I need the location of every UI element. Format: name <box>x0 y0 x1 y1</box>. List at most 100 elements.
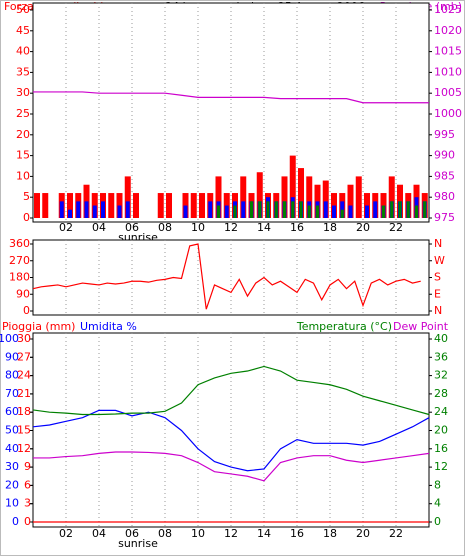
x-tick-label: 06 <box>125 527 139 540</box>
bar <box>382 205 385 218</box>
legend-label: Dew Point <box>393 320 449 333</box>
bar <box>322 180 329 218</box>
y-tick-label: 975 <box>434 211 455 224</box>
y-tick-label: E <box>434 287 441 300</box>
bar <box>241 201 246 218</box>
x-tick-label: 18 <box>323 527 337 540</box>
bar <box>332 205 336 218</box>
bar <box>256 172 263 218</box>
y-tick-label: W <box>434 254 445 267</box>
bar <box>323 201 328 218</box>
bar <box>423 201 427 218</box>
bar <box>281 176 288 218</box>
bar <box>299 201 303 218</box>
x-tick-label: 02 <box>59 221 73 234</box>
y-tick-label: 36 <box>434 350 448 363</box>
plot-area <box>32 239 430 316</box>
bar <box>388 176 395 218</box>
y-tick-label: 20 <box>434 424 448 437</box>
y-tick-label: 1005 <box>434 86 462 99</box>
y-tick-label: 30 <box>16 86 30 99</box>
y-tick-label: 9 <box>24 460 31 473</box>
x-tick-label: 14 <box>257 527 271 540</box>
y-tick-label: 21 <box>17 387 31 400</box>
bar <box>68 209 72 218</box>
y-tick-label: 60 <box>5 405 19 418</box>
y-tick-label: 24 <box>17 369 31 382</box>
y-tick-label: 100 <box>0 332 19 345</box>
bar <box>307 205 311 218</box>
line <box>33 91 429 104</box>
bar <box>306 176 313 218</box>
bar <box>364 193 370 218</box>
bar <box>347 184 354 218</box>
bar <box>289 155 296 218</box>
y-tick-label: 1015 <box>434 45 462 58</box>
line <box>32 243 421 310</box>
x-tick-label: 16 <box>290 527 304 540</box>
x-tick-label: 08 <box>158 221 172 234</box>
bar <box>250 201 253 218</box>
y-tick-label: 20 <box>16 128 30 141</box>
y-tick-label: S <box>434 271 441 284</box>
y-tick-label: 0 <box>12 515 19 528</box>
y-tick-label: 70 <box>5 387 19 400</box>
bar <box>59 201 64 218</box>
bar <box>331 193 337 218</box>
y-tick-label: 35 <box>16 65 30 78</box>
bar <box>217 205 220 218</box>
x-tick-label: 18 <box>323 221 337 234</box>
y-tick-label: 25 <box>16 107 30 120</box>
line <box>32 409 430 472</box>
bar <box>208 201 213 218</box>
line <box>33 451 430 482</box>
bar <box>42 193 49 218</box>
y-tick-label: 360 <box>9 237 30 250</box>
y-axis-label: Pioggia (mm) <box>2 320 75 333</box>
bar <box>316 205 319 218</box>
bar <box>76 201 81 218</box>
y-tick-label: 3 <box>24 497 31 510</box>
y-tick-label: 18 <box>17 405 31 418</box>
x-tick-label: 06 <box>125 221 139 234</box>
y-tick-label: 1010 <box>434 65 462 78</box>
bar <box>125 201 130 218</box>
y-tick-label: 40 <box>434 332 448 345</box>
y-tick-label: 32 <box>434 369 448 382</box>
y-tick-label: 24 <box>434 405 448 418</box>
y-tick-label: 5 <box>23 190 30 203</box>
y-tick-label: 6 <box>24 478 31 491</box>
y-tick-label: 15 <box>16 149 30 162</box>
y-tick-label: 10 <box>16 169 30 182</box>
y-tick-label: N <box>434 237 442 250</box>
bar <box>67 193 73 218</box>
bar <box>183 205 188 218</box>
bar <box>199 193 205 218</box>
x-tick-label: 16 <box>290 221 304 234</box>
y-tick-label: 0 <box>23 304 30 317</box>
y-tick-label: 15 <box>17 424 31 437</box>
y-tick-label: 1020 <box>434 24 462 37</box>
bar <box>91 193 98 218</box>
y-tick-label: 270 <box>9 254 30 267</box>
bar <box>92 205 97 218</box>
bar <box>190 193 197 218</box>
y-tick-label: 40 <box>5 442 19 455</box>
bar <box>166 193 172 218</box>
y-tick-label: 990 <box>434 149 455 162</box>
bar <box>298 168 304 218</box>
x-tick-label: 02 <box>59 527 73 540</box>
y-tick-label: 0 <box>24 515 31 528</box>
y-tick-label: 12 <box>17 442 31 455</box>
y-tick-label: N <box>434 304 442 317</box>
x-tick-label: 14 <box>257 221 271 234</box>
y-tick-label: 16 <box>434 442 448 455</box>
bar <box>215 176 222 218</box>
bar <box>291 201 295 218</box>
bar <box>340 209 344 218</box>
y-tick-label: 90 <box>16 287 30 300</box>
y-tick-label: 10 <box>5 497 19 510</box>
bar <box>224 205 229 218</box>
